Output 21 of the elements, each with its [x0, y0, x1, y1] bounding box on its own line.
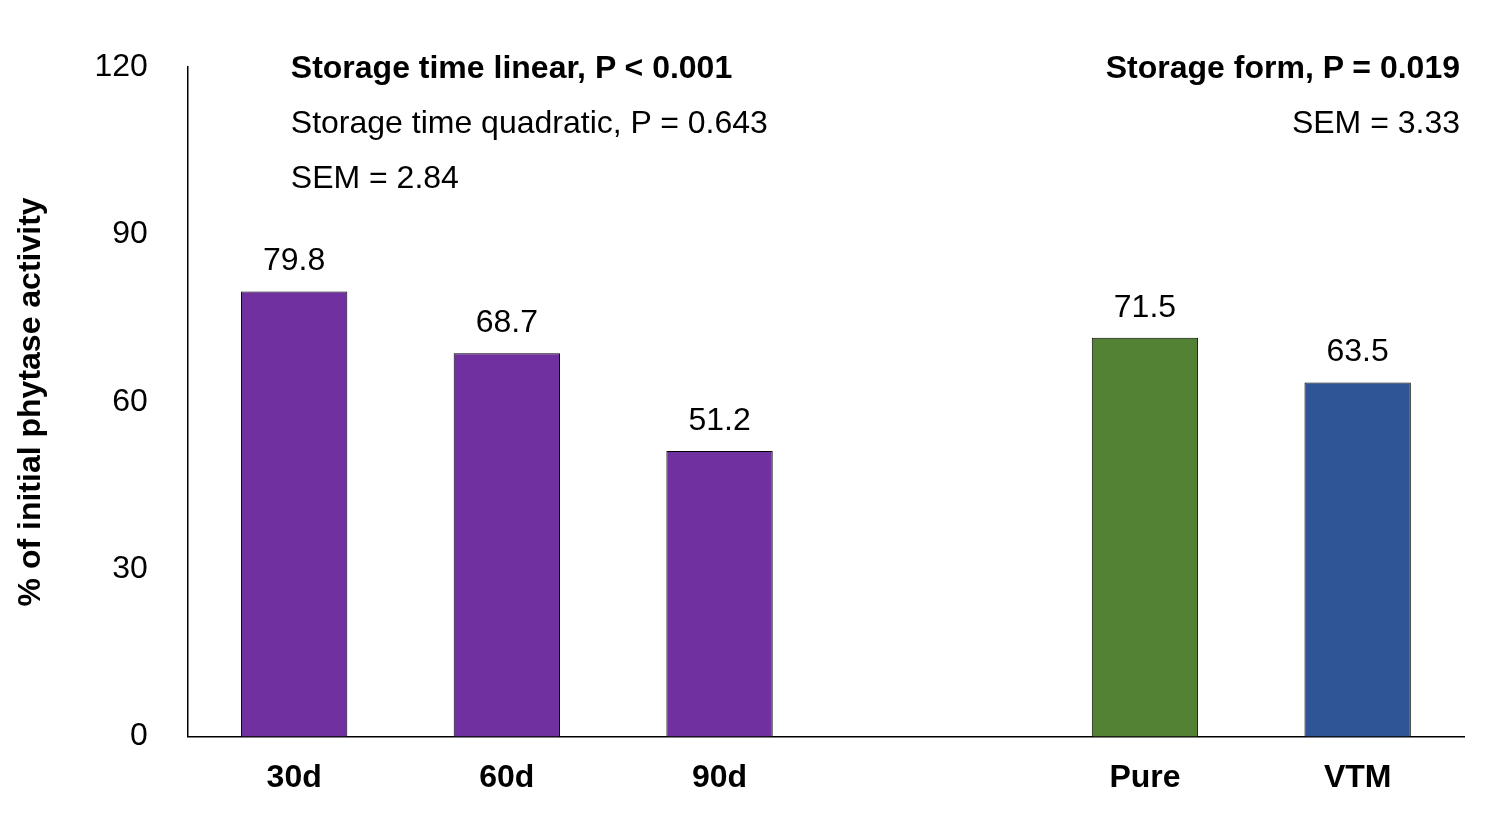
y-tick-label: 30 [112, 549, 148, 586]
data-label: 68.7 [475, 303, 538, 340]
annotation: Storage form, P = 0.019 [1105, 49, 1460, 86]
annotation: SEM = 3.33 [1291, 104, 1460, 141]
x-tick-label: 90d [691, 757, 748, 794]
y-axis-title: % of initial phytase activity [11, 197, 48, 607]
data-label: 63.5 [1326, 332, 1389, 369]
annotation: Storage time quadratic, P = 0.643 [290, 104, 768, 141]
x-tick-label: 30d [266, 757, 322, 794]
y-tick-label: 0 [129, 716, 148, 753]
x-tick-label: VTM [1323, 757, 1392, 794]
x-tick-label: Pure [1109, 757, 1181, 794]
x-tick-label: 60d [479, 757, 535, 794]
data-label: 51.2 [688, 400, 751, 437]
data-label: 71.5 [1113, 287, 1177, 324]
y-tick-label: 120 [94, 47, 148, 84]
y-tick-label: 90 [112, 214, 148, 251]
data-label: 79.8 [263, 241, 326, 278]
annotation: SEM = 2.84 [290, 159, 459, 196]
y-tick-label: 60 [112, 381, 148, 418]
annotation: Storage time linear, P < 0.001 [290, 49, 733, 86]
